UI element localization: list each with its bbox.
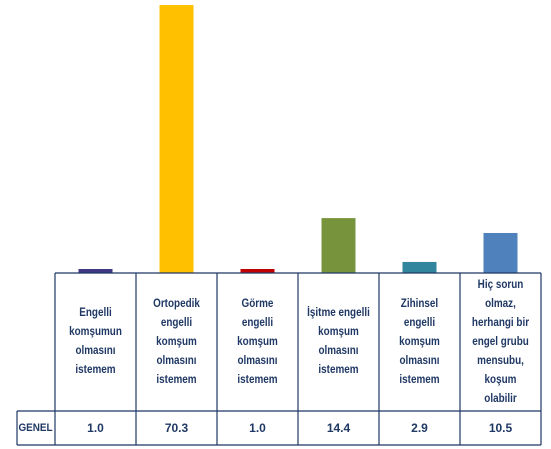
category-label-line: Engelli (79, 307, 112, 319)
category-label-line: engel grubu (472, 335, 529, 348)
value-label-3: 1.0 (249, 421, 266, 435)
category-label-line: istemem (156, 373, 197, 386)
category-label-text: Ortopedik engelli komşum olmasını istemem (145, 295, 208, 390)
category-label-line: komşumun (69, 326, 122, 338)
value-label-4: 14.4 (326, 421, 351, 435)
category-label-6: Hiç sorun olmaz, herhangi bir engel grubu m… (466, 274, 536, 410)
category-label-line: İşitme engelli (307, 307, 370, 319)
bar-1 (78, 269, 113, 273)
category-label-1: Engelli komşumun olmasını istemem (61, 274, 131, 410)
category-label-text: Zihinsel engelli komşum olmasını istemem (388, 295, 451, 390)
bar-3 (240, 269, 275, 273)
bar-5 (402, 261, 437, 273)
value-label-6: 10.5 (488, 421, 513, 435)
bar-6 (483, 232, 518, 273)
value-label-1: 1.0 (87, 421, 104, 435)
category-label-text: Görme engelli komşum olmasını istemem (226, 295, 289, 390)
category-label-line: istemem (318, 364, 359, 376)
category-label-line: Ortopedik engelli (153, 297, 200, 329)
category-label-line: istemem (399, 373, 440, 386)
category-label-line: herhangi bir (471, 316, 530, 329)
category-label-line: olabilir (484, 392, 517, 405)
category-label-text: İşitme engelli komşum olmasını istemem (307, 304, 370, 380)
category-label-4: İşitme engelli komşum olmasını istemem (304, 274, 374, 410)
bar-4 (321, 218, 356, 273)
category-label-line: istemem (237, 373, 278, 386)
category-label-line: Hiç sorun olmaz, (477, 278, 524, 310)
category-label-line: Zihinsel engelli (400, 297, 439, 329)
bars-layer (78, 5, 518, 273)
category-label-line: komşum olmasını (156, 335, 197, 367)
category-label-line: komşum olmasını (399, 335, 440, 367)
category-label-text: Hiç sorun olmaz, herhangi bir engel grubu m… (469, 276, 532, 409)
category-label-text: Engelli komşumun olmasını istemem (64, 304, 127, 380)
category-label-line: Görme engelli (241, 297, 274, 329)
category-label-2: Ortopedik engelli komşum olmasını istemem (142, 274, 212, 410)
category-label-line: mensubu, koşum (477, 354, 524, 386)
category-label-line: komşum olmasını (237, 335, 278, 367)
category-label-5: Zihinsel engelli komşum olmasını istemem (385, 274, 455, 410)
value-label-2: 70.3 (164, 421, 189, 435)
value-label-5: 2.9 (411, 421, 428, 435)
data-table-grid (16, 272, 542, 446)
bar-2 (159, 5, 194, 273)
category-label-3: Görme engelli komşum olmasını istemem (223, 274, 293, 410)
category-label-line: komşum olmasını (318, 326, 359, 357)
category-label-line: olmasını istemem (75, 345, 116, 376)
table-row-header: GENEL (18, 422, 53, 434)
